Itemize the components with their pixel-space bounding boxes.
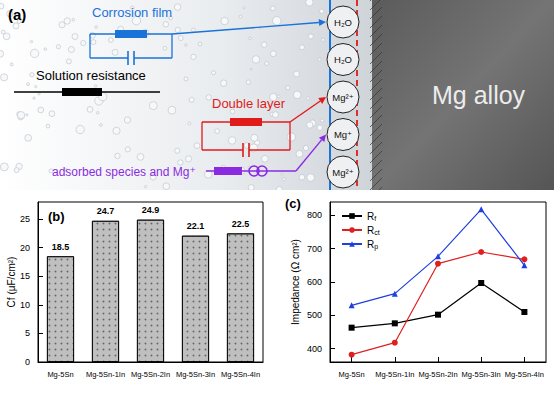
svg-text:Mg⁺: Mg⁺ xyxy=(334,129,352,140)
svg-text:Solution resistance: Solution resistance xyxy=(36,68,146,83)
svg-text:20: 20 xyxy=(20,243,30,253)
svg-text:600: 600 xyxy=(307,277,322,287)
svg-text:Mg-5Sn-3In: Mg-5Sn-3In xyxy=(176,370,215,379)
svg-text:adsorbed species and Mg⁺: adsorbed species and Mg⁺ xyxy=(52,165,196,179)
svg-text:H₂O: H₂O xyxy=(334,54,352,65)
svg-text:22.1: 22.1 xyxy=(187,221,205,231)
svg-text:10: 10 xyxy=(20,300,30,310)
svg-text:0: 0 xyxy=(25,357,30,367)
svg-text:p: p xyxy=(374,243,378,251)
svg-text:Mg-5Sn-4In: Mg-5Sn-4In xyxy=(505,370,544,379)
svg-text:700: 700 xyxy=(307,244,322,254)
svg-text:18.5: 18.5 xyxy=(52,242,70,252)
svg-text:24.9: 24.9 xyxy=(142,205,160,215)
svg-text:25: 25 xyxy=(20,214,30,224)
svg-text:Mg-5Sn-4In: Mg-5Sn-4In xyxy=(221,370,260,379)
svg-text:(b): (b) xyxy=(48,209,65,224)
svg-text:Cf (μF/cm²): Cf (μF/cm²) xyxy=(6,257,17,308)
svg-text:H₂O: H₂O xyxy=(334,17,352,28)
svg-text:Impedance (Ω cm²): Impedance (Ω cm²) xyxy=(290,239,301,325)
svg-text:800: 800 xyxy=(307,210,322,220)
svg-text:Mg-5Sn: Mg-5Sn xyxy=(47,370,73,379)
svg-text:24.7: 24.7 xyxy=(97,206,115,216)
svg-text:R: R xyxy=(367,211,374,222)
svg-text:400: 400 xyxy=(307,344,322,354)
svg-text:Double layer: Double layer xyxy=(212,96,286,111)
svg-text:Mg-5Sn-2In: Mg-5Sn-2In xyxy=(418,370,457,379)
svg-text:R: R xyxy=(367,239,374,250)
svg-text:Mg alloy: Mg alloy xyxy=(432,81,526,109)
svg-text:R: R xyxy=(367,225,374,236)
svg-text:22.5: 22.5 xyxy=(232,219,250,229)
svg-text:f: f xyxy=(374,215,376,222)
svg-text:(a): (a) xyxy=(8,6,26,23)
svg-text:ct: ct xyxy=(374,229,380,236)
svg-text:Mg-5Sn-2In: Mg-5Sn-2In xyxy=(131,370,170,379)
svg-text:Mg²⁺: Mg²⁺ xyxy=(332,167,353,178)
svg-text:Mg-5Sn-1In: Mg-5Sn-1In xyxy=(375,370,414,379)
svg-text:(c): (c) xyxy=(285,196,301,211)
svg-text:Mg-5Sn-1In: Mg-5Sn-1In xyxy=(86,370,125,379)
svg-text:Mg²⁺: Mg²⁺ xyxy=(332,92,353,103)
svg-text:Corrosion film: Corrosion film xyxy=(92,5,172,20)
svg-text:Mg-5Sn: Mg-5Sn xyxy=(338,370,364,379)
svg-text:5: 5 xyxy=(25,328,30,338)
svg-text:15: 15 xyxy=(20,271,30,281)
svg-text:Mg-5Sn-3In: Mg-5Sn-3In xyxy=(462,370,501,379)
svg-text:500: 500 xyxy=(307,310,322,320)
